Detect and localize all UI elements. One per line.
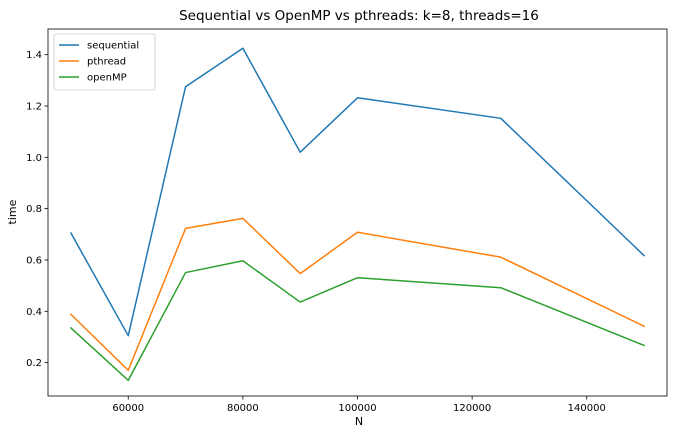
x-tick-label: 140000 <box>568 403 606 414</box>
y-tick-label: 0.4 <box>26 307 42 318</box>
y-axis-label: time <box>6 199 19 224</box>
x-tick-label: 80000 <box>227 403 259 414</box>
series-line-sequential <box>69 47 646 337</box>
y-tick-label: 1.0 <box>26 153 42 164</box>
legend-label-pthread: pthread <box>87 57 126 68</box>
y-tick-label: 1.2 <box>26 101 42 112</box>
series-line-openMP <box>69 260 646 382</box>
chart-title: Sequential vs OpenMP vs pthreads: k=8, t… <box>179 8 539 24</box>
x-tick-label: 120000 <box>453 403 491 414</box>
y-tick-label: 0.6 <box>26 255 42 266</box>
plot-area: 60000 80000 100000 120000 140000 0.2 0.4 0.6 0.8… <box>26 28 668 414</box>
x-tick-label: 60000 <box>112 403 144 414</box>
y-tick-label: 0.2 <box>26 358 42 369</box>
series-line-pthread <box>69 217 646 372</box>
legend: sequential pthread openMP <box>53 33 156 91</box>
legend-label-openMP: openMP <box>87 73 127 84</box>
legend-box <box>53 33 156 91</box>
y-tick-label: 0.8 <box>26 204 42 215</box>
y-tick-label: 1.4 <box>26 50 42 61</box>
x-tick-label: 100000 <box>338 403 376 414</box>
legend-label-sequential: sequential <box>87 41 139 52</box>
x-axis-label: N <box>355 415 363 428</box>
